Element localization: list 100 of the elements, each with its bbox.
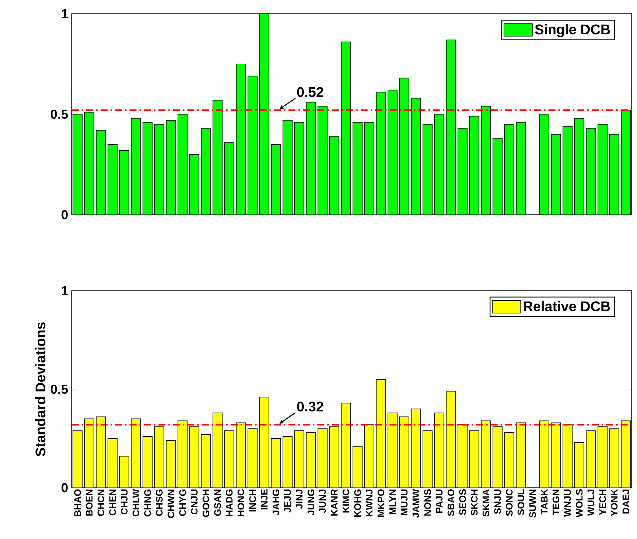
x-tick-label: MUJU <box>401 490 408 516</box>
bar <box>154 124 164 215</box>
bar <box>120 456 130 488</box>
x-tick-label: INCH <box>249 490 256 512</box>
x-tick-label: MLYN <box>390 490 396 514</box>
bar <box>540 114 550 215</box>
bar <box>260 14 270 215</box>
bar <box>551 134 562 215</box>
x-tick-label: TEGN <box>552 490 560 516</box>
x-tick-label: CHYG <box>179 490 186 516</box>
bar <box>586 430 596 488</box>
x-tick-label: CHWN <box>168 490 175 518</box>
bar <box>422 124 433 215</box>
x-tick-label: WULJ <box>588 490 594 516</box>
x-tick-label: SOUL <box>518 489 525 516</box>
x-tick-label: JUNJ <box>320 490 326 514</box>
x-tick-label: INJE <box>261 490 268 510</box>
bar <box>400 416 410 488</box>
y-tick-label: 0 <box>62 483 68 493</box>
bar <box>598 124 608 215</box>
bar <box>470 430 480 488</box>
x-tick-label: SBAO <box>448 490 455 516</box>
x-tick-label: KWNJ <box>366 490 373 516</box>
ref-line-label: 0.32 <box>297 402 324 412</box>
x-tick-label: CHSG <box>156 490 163 516</box>
bar <box>434 412 444 488</box>
bar <box>306 432 316 488</box>
x-tick-label: JEJU <box>284 490 292 513</box>
bar <box>190 154 200 215</box>
bar <box>470 116 480 215</box>
bar <box>422 430 433 488</box>
x-tick-label: SKCH <box>471 490 478 516</box>
bar <box>142 122 153 215</box>
bar <box>201 434 212 488</box>
x-tick-label: DAEJ <box>622 490 630 514</box>
legend-label: Relative DCB <box>524 301 610 312</box>
bar <box>364 424 374 488</box>
bar <box>73 114 82 215</box>
bar <box>142 436 153 488</box>
y-tick-label: 0.5 <box>50 384 68 394</box>
bar <box>610 428 620 488</box>
x-tick-label: NONS <box>424 490 432 516</box>
x-tick-label: YONK <box>611 489 618 516</box>
y-tick-label: 1 <box>62 286 68 296</box>
bar <box>540 420 550 488</box>
bar <box>178 114 188 215</box>
legend-label: Single DCB <box>535 24 610 38</box>
y-tick-label: 1 <box>62 10 68 18</box>
x-tick-label: BHAO <box>74 490 82 516</box>
bar <box>224 142 234 215</box>
x-tick-label: CHJU <box>121 490 128 515</box>
bar <box>108 144 118 215</box>
x-tick-label: GOCH <box>202 490 210 518</box>
bar <box>411 98 422 215</box>
bar <box>154 426 164 488</box>
y-tick-label: 0.5 <box>50 110 68 120</box>
bar <box>166 120 176 215</box>
bar <box>294 430 304 488</box>
bar <box>504 432 514 488</box>
bar <box>294 122 304 215</box>
bar <box>610 134 620 215</box>
bar <box>282 120 293 215</box>
bar <box>120 150 130 215</box>
bar <box>562 126 573 215</box>
bar <box>248 428 258 488</box>
x-tick-label: CHLW <box>132 489 140 517</box>
bar <box>330 426 340 488</box>
bar <box>166 440 176 488</box>
y-tick-label: 0 <box>62 210 68 220</box>
x-tick-label: JUNG <box>308 490 315 516</box>
bar <box>458 128 468 215</box>
x-tick-label: KIMC <box>342 489 350 513</box>
x-tick-label: CHEN <box>109 490 116 516</box>
x-tick-label: YECH <box>599 490 606 516</box>
x-tick-label: SONC <box>506 489 513 516</box>
bar <box>586 128 596 215</box>
bar <box>504 124 514 215</box>
bar <box>621 110 632 215</box>
bar <box>131 118 142 215</box>
x-tick-label: SEOS <box>459 490 466 516</box>
ref-line-label: 0.52 <box>297 87 324 98</box>
x-tick-label: GSAN <box>214 490 222 516</box>
x-tick-label: BOEN <box>86 490 93 516</box>
bar <box>224 430 234 488</box>
bar <box>574 442 584 488</box>
bar <box>271 144 282 215</box>
bar <box>516 122 526 215</box>
x-tick-label: SNJU <box>494 490 502 514</box>
bar <box>574 118 584 215</box>
bar <box>481 106 492 215</box>
x-tick-label: CHNG <box>144 490 152 517</box>
bar <box>341 42 352 215</box>
bar <box>96 130 106 215</box>
bar <box>236 64 246 215</box>
bar <box>84 418 94 488</box>
bar <box>446 40 456 215</box>
bar <box>260 397 270 488</box>
x-tick-label: HONC <box>238 489 245 516</box>
x-tick-label: SUWN <box>529 490 536 518</box>
x-tick-label: TABK <box>541 489 548 515</box>
